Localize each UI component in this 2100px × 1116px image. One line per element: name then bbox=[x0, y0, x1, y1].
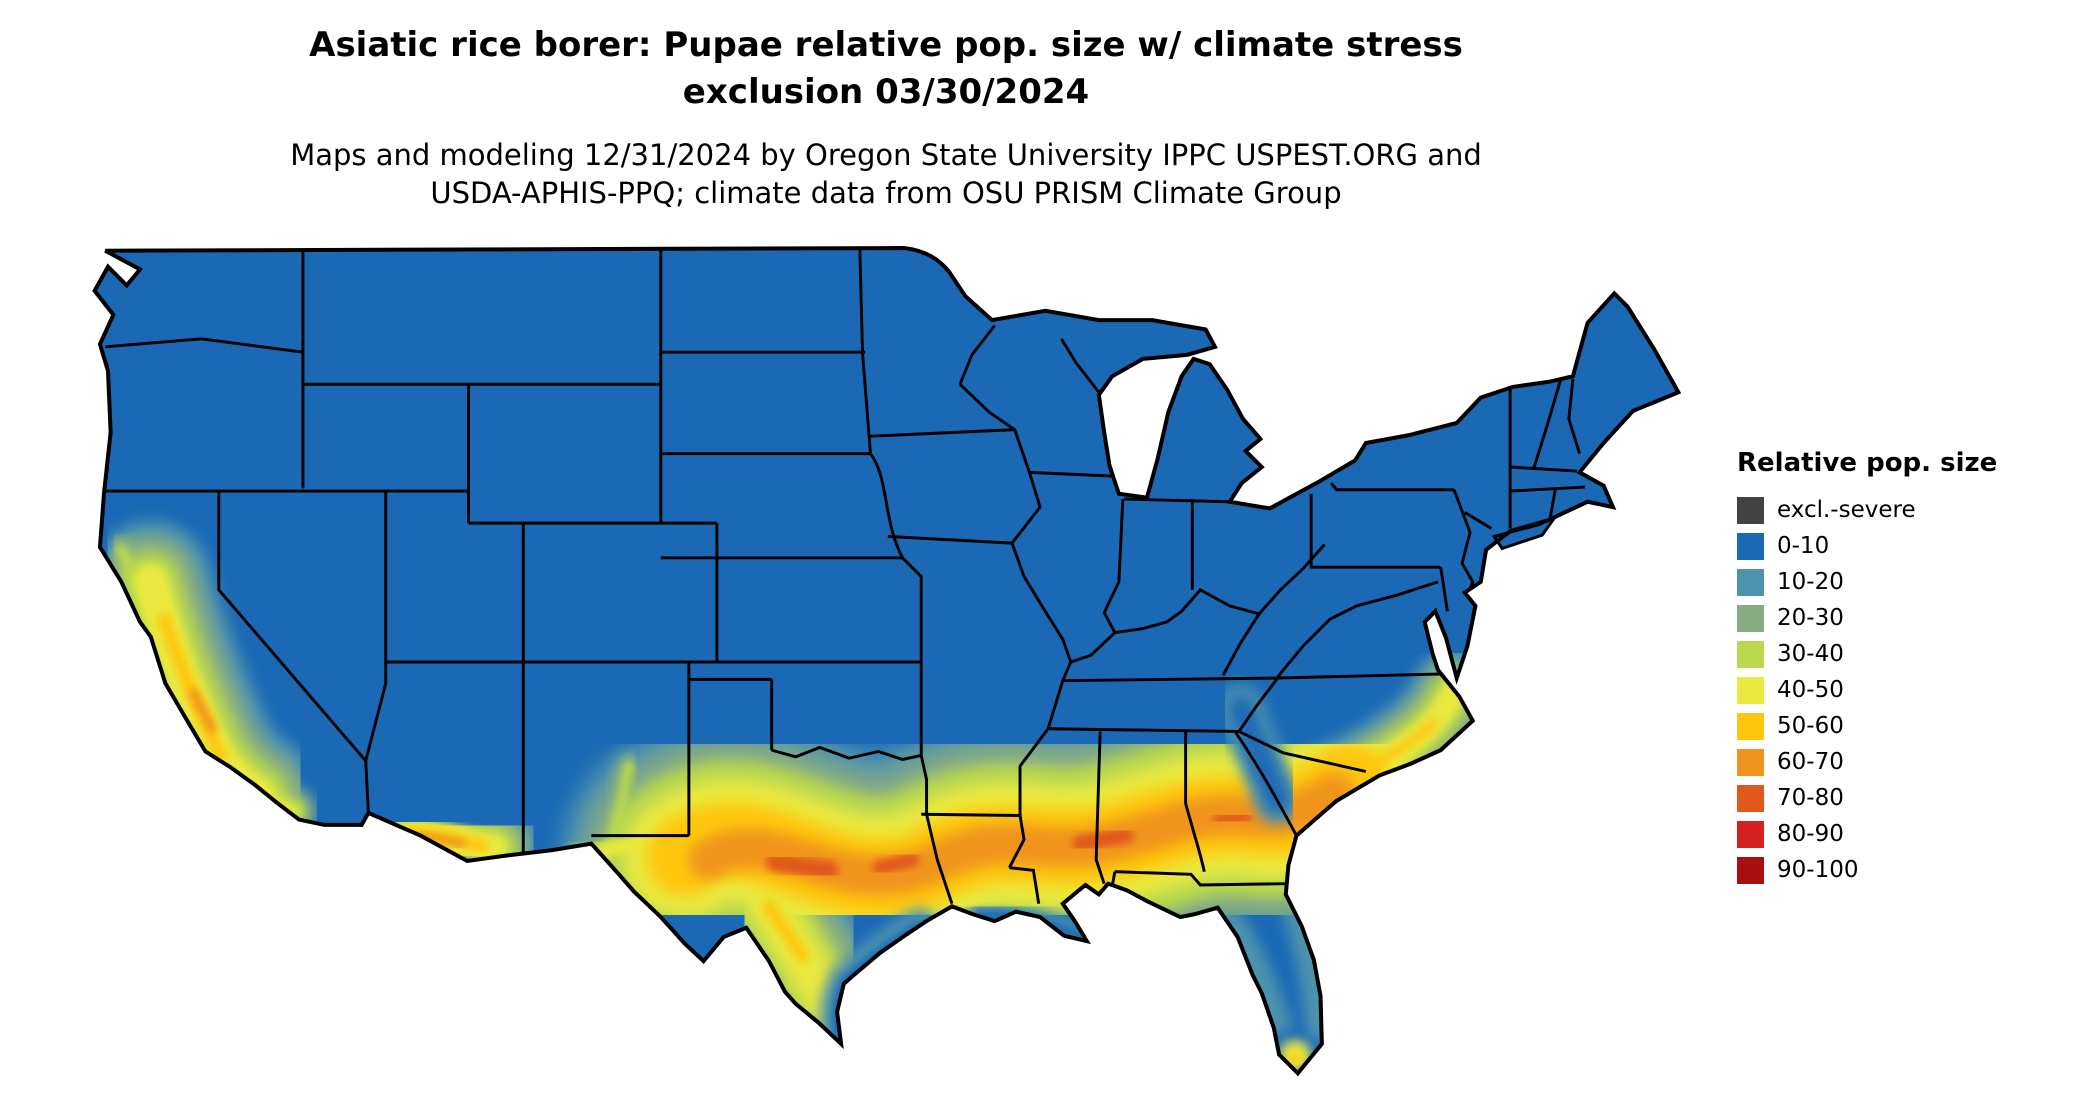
heat-nc-coast bbox=[1358, 718, 1438, 774]
hotspot-east-texas bbox=[872, 852, 920, 875]
legend-item: 20-30 bbox=[1737, 600, 1997, 636]
legend-swatch bbox=[1737, 604, 1764, 632]
legend-label: 20-30 bbox=[1777, 605, 1844, 631]
legend-swatch bbox=[1737, 820, 1764, 848]
legend-item: 80-90 bbox=[1737, 816, 1997, 852]
legend-items: excl.-severe 0-10 10-20 20-30 30-40 40-5… bbox=[1737, 492, 1997, 888]
legend-swatch bbox=[1737, 568, 1764, 596]
legend-label: excl.-severe bbox=[1777, 497, 1916, 523]
state-borders-central bbox=[591, 324, 1230, 905]
legend: Relative pop. size excl.-severe 0-10 10-… bbox=[1737, 448, 1997, 888]
legend-swatch bbox=[1737, 532, 1764, 560]
heat-ca-valley-core bbox=[188, 688, 217, 734]
heat-nm-finger bbox=[607, 760, 635, 855]
legend-item: excl.-severe bbox=[1737, 492, 1997, 528]
heat-stx-tail bbox=[762, 899, 810, 963]
legend-swatch bbox=[1737, 496, 1764, 524]
appalachian-blue bbox=[1228, 695, 1290, 813]
title-line-1: Asiatic rice borer: Pupae relative pop. … bbox=[309, 25, 1463, 65]
hotspot-ms-al bbox=[1072, 827, 1134, 852]
legend-label: 10-20 bbox=[1777, 569, 1844, 595]
legend-label: 80-90 bbox=[1777, 821, 1844, 847]
title-line-2: exclusion 03/30/2024 bbox=[682, 71, 1090, 112]
legend-label: 70-80 bbox=[1777, 785, 1844, 811]
subtitle: Maps and modeling 12/31/2024 by Oregon S… bbox=[0, 136, 1772, 213]
legend-label: 30-40 bbox=[1777, 641, 1844, 667]
legend-item: 0-10 bbox=[1737, 528, 1997, 564]
legend-swatch bbox=[1737, 748, 1764, 776]
hotspot-georgia bbox=[1213, 810, 1252, 826]
legend-item: 60-70 bbox=[1737, 744, 1997, 780]
legend-item: 30-40 bbox=[1737, 636, 1997, 672]
legend-swatch bbox=[1737, 676, 1764, 704]
hotspot-central-texas bbox=[766, 852, 839, 880]
legend-item: 50-60 bbox=[1737, 708, 1997, 744]
us-landmass bbox=[94, 248, 1679, 1074]
subtitle-line-2: USDA-APHIS-PPQ; climate data from OSU PR… bbox=[430, 176, 1342, 211]
legend-swatch bbox=[1737, 784, 1764, 812]
legend-label: 90-100 bbox=[1777, 857, 1859, 883]
legend-swatch bbox=[1737, 712, 1764, 740]
page-title: Asiatic rice borer: Pupae relative pop. … bbox=[0, 22, 1772, 116]
legend-label: 0-10 bbox=[1777, 533, 1830, 559]
state-borders-west bbox=[103, 248, 1015, 860]
us-outline bbox=[92, 246, 1682, 1077]
legend-label: 60-70 bbox=[1777, 749, 1844, 775]
legend-swatch bbox=[1737, 640, 1764, 668]
legend-swatch bbox=[1737, 856, 1764, 884]
legend-label: 50-60 bbox=[1777, 713, 1844, 739]
legend-item: 90-100 bbox=[1737, 852, 1997, 888]
us-map bbox=[92, 246, 1682, 1077]
legend-item: 10-20 bbox=[1737, 564, 1997, 600]
heat-layer-70-80 bbox=[766, 810, 1252, 880]
fl-tip-gold bbox=[1289, 1051, 1301, 1063]
legend-item: 40-50 bbox=[1737, 672, 1997, 708]
legend-title: Relative pop. size bbox=[1737, 448, 1998, 478]
state-borders bbox=[103, 248, 1585, 905]
legend-label: 40-50 bbox=[1777, 677, 1844, 703]
legend-item: 70-80 bbox=[1737, 780, 1997, 816]
figure-header: Asiatic rice borer: Pupae relative pop. … bbox=[0, 22, 1772, 212]
base-fill-0-10 bbox=[94, 248, 1679, 1074]
subtitle-line-1: Maps and modeling 12/31/2024 by Oregon S… bbox=[290, 137, 1482, 172]
state-borders-east bbox=[1048, 378, 1585, 887]
